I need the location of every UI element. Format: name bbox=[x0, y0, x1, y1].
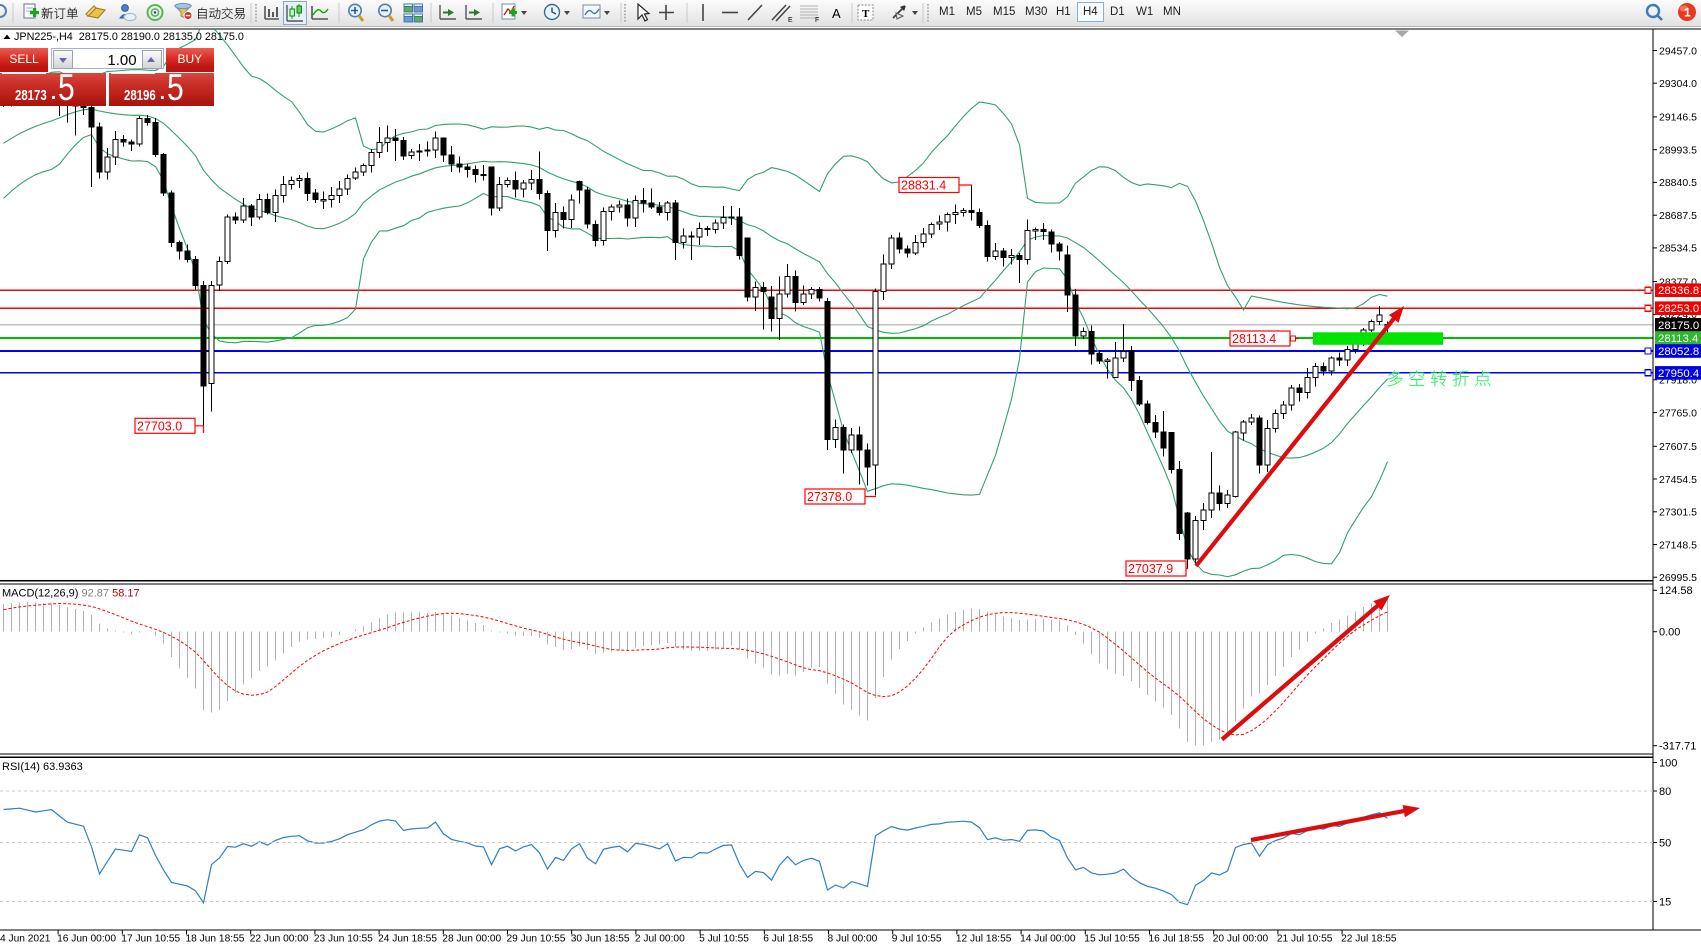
svg-text:9 Jul 10:55: 9 Jul 10:55 bbox=[892, 934, 942, 945]
svg-text:50: 50 bbox=[1659, 837, 1671, 849]
svg-text:5 Jul 10:55: 5 Jul 10:55 bbox=[699, 934, 749, 945]
svg-text:29457.0: 29457.0 bbox=[1659, 45, 1697, 57]
svg-text:12 Jul 18:55: 12 Jul 18:55 bbox=[956, 934, 1012, 945]
svg-text:27378.0: 27378.0 bbox=[807, 490, 852, 504]
svg-text:F: F bbox=[815, 17, 819, 24]
svg-text:27703.0: 27703.0 bbox=[137, 420, 182, 434]
svg-text:JPN225-,H4 28175.0 28190.0 28: JPN225-,H4 28175.0 28190.0 28135.0 28175… bbox=[14, 31, 244, 43]
svg-text:27454.5: 27454.5 bbox=[1659, 474, 1697, 486]
svg-text:14 Jul 00:00: 14 Jul 00:00 bbox=[1020, 934, 1076, 945]
svg-text:27950.4: 27950.4 bbox=[1658, 368, 1699, 380]
svg-text:100: 100 bbox=[1659, 757, 1677, 769]
svg-text:28336.8: 28336.8 bbox=[1658, 285, 1699, 297]
svg-text:27301.5: 27301.5 bbox=[1659, 507, 1697, 519]
svg-text:E: E bbox=[788, 17, 793, 24]
svg-text:28113.4: 28113.4 bbox=[1232, 332, 1276, 346]
svg-text:28840.5: 28840.5 bbox=[1659, 177, 1697, 189]
svg-text:4 Jun 2021: 4 Jun 2021 bbox=[0, 934, 51, 945]
svg-text:T: T bbox=[862, 8, 870, 20]
svg-text:6 Jul 18:55: 6 Jul 18:55 bbox=[763, 934, 813, 945]
svg-text:24 Jun 18:55: 24 Jun 18:55 bbox=[378, 934, 437, 945]
svg-text:29304.0: 29304.0 bbox=[1659, 78, 1697, 90]
svg-text:15: 15 bbox=[1659, 896, 1671, 908]
svg-text:1: 1 bbox=[1684, 6, 1691, 20]
svg-text:2 Jul 00:00: 2 Jul 00:00 bbox=[635, 934, 685, 945]
svg-text:27037.9: 27037.9 bbox=[1128, 562, 1173, 576]
svg-text:22 Jun 00:00: 22 Jun 00:00 bbox=[250, 934, 309, 945]
svg-text:28993.5: 28993.5 bbox=[1659, 145, 1697, 157]
svg-text:16 Jun 00:00: 16 Jun 00:00 bbox=[57, 934, 116, 945]
svg-text:16 Jul 18:55: 16 Jul 18:55 bbox=[1149, 934, 1205, 945]
svg-text:27607.5: 27607.5 bbox=[1659, 441, 1697, 453]
svg-text:8 Jul 00:00: 8 Jul 00:00 bbox=[828, 934, 878, 945]
svg-text:28113.4: 28113.4 bbox=[1658, 333, 1698, 345]
svg-text:80: 80 bbox=[1659, 786, 1671, 798]
svg-text:RSI(14) 63.9363: RSI(14) 63.9363 bbox=[2, 761, 83, 773]
svg-text:27148.5: 27148.5 bbox=[1659, 539, 1697, 551]
svg-text:18 Jun 18:55: 18 Jun 18:55 bbox=[186, 934, 245, 945]
svg-text:28253.0: 28253.0 bbox=[1658, 303, 1699, 315]
svg-text:22 Jul 18:55: 22 Jul 18:55 bbox=[1341, 934, 1397, 945]
svg-text:27765.0: 27765.0 bbox=[1659, 407, 1697, 419]
svg-text:28052.8: 28052.8 bbox=[1658, 346, 1699, 358]
svg-text:A: A bbox=[832, 6, 841, 21]
svg-text:MACD(12,26,9) 92.87 58.17: MACD(12,26,9) 92.87 58.17 bbox=[2, 588, 140, 600]
svg-text:0.00: 0.00 bbox=[1659, 627, 1680, 639]
svg-text:29146.5: 29146.5 bbox=[1659, 112, 1697, 124]
svg-text:28534.5: 28534.5 bbox=[1659, 243, 1697, 255]
svg-text:28 Jun 00:00: 28 Jun 00:00 bbox=[442, 934, 501, 945]
svg-text:28831.4: 28831.4 bbox=[901, 179, 946, 193]
svg-text:26995.5: 26995.5 bbox=[1659, 572, 1697, 584]
svg-text:124.58: 124.58 bbox=[1659, 585, 1693, 597]
svg-text:23 Jun 10:55: 23 Jun 10:55 bbox=[314, 934, 373, 945]
svg-text:21 Jul 10:55: 21 Jul 10:55 bbox=[1277, 934, 1333, 945]
svg-text:29 Jun 10:55: 29 Jun 10:55 bbox=[507, 934, 566, 945]
svg-text:28687.5: 28687.5 bbox=[1659, 210, 1697, 222]
svg-text:20 Jul 00:00: 20 Jul 00:00 bbox=[1213, 934, 1269, 945]
svg-text:-317.71: -317.71 bbox=[1659, 741, 1696, 753]
svg-text:30 Jun 18:55: 30 Jun 18:55 bbox=[571, 934, 630, 945]
svg-text:28175.0: 28175.0 bbox=[1658, 320, 1699, 332]
svg-text:15 Jul 10:55: 15 Jul 10:55 bbox=[1084, 934, 1140, 945]
svg-text:17 Jun 10:55: 17 Jun 10:55 bbox=[121, 934, 180, 945]
